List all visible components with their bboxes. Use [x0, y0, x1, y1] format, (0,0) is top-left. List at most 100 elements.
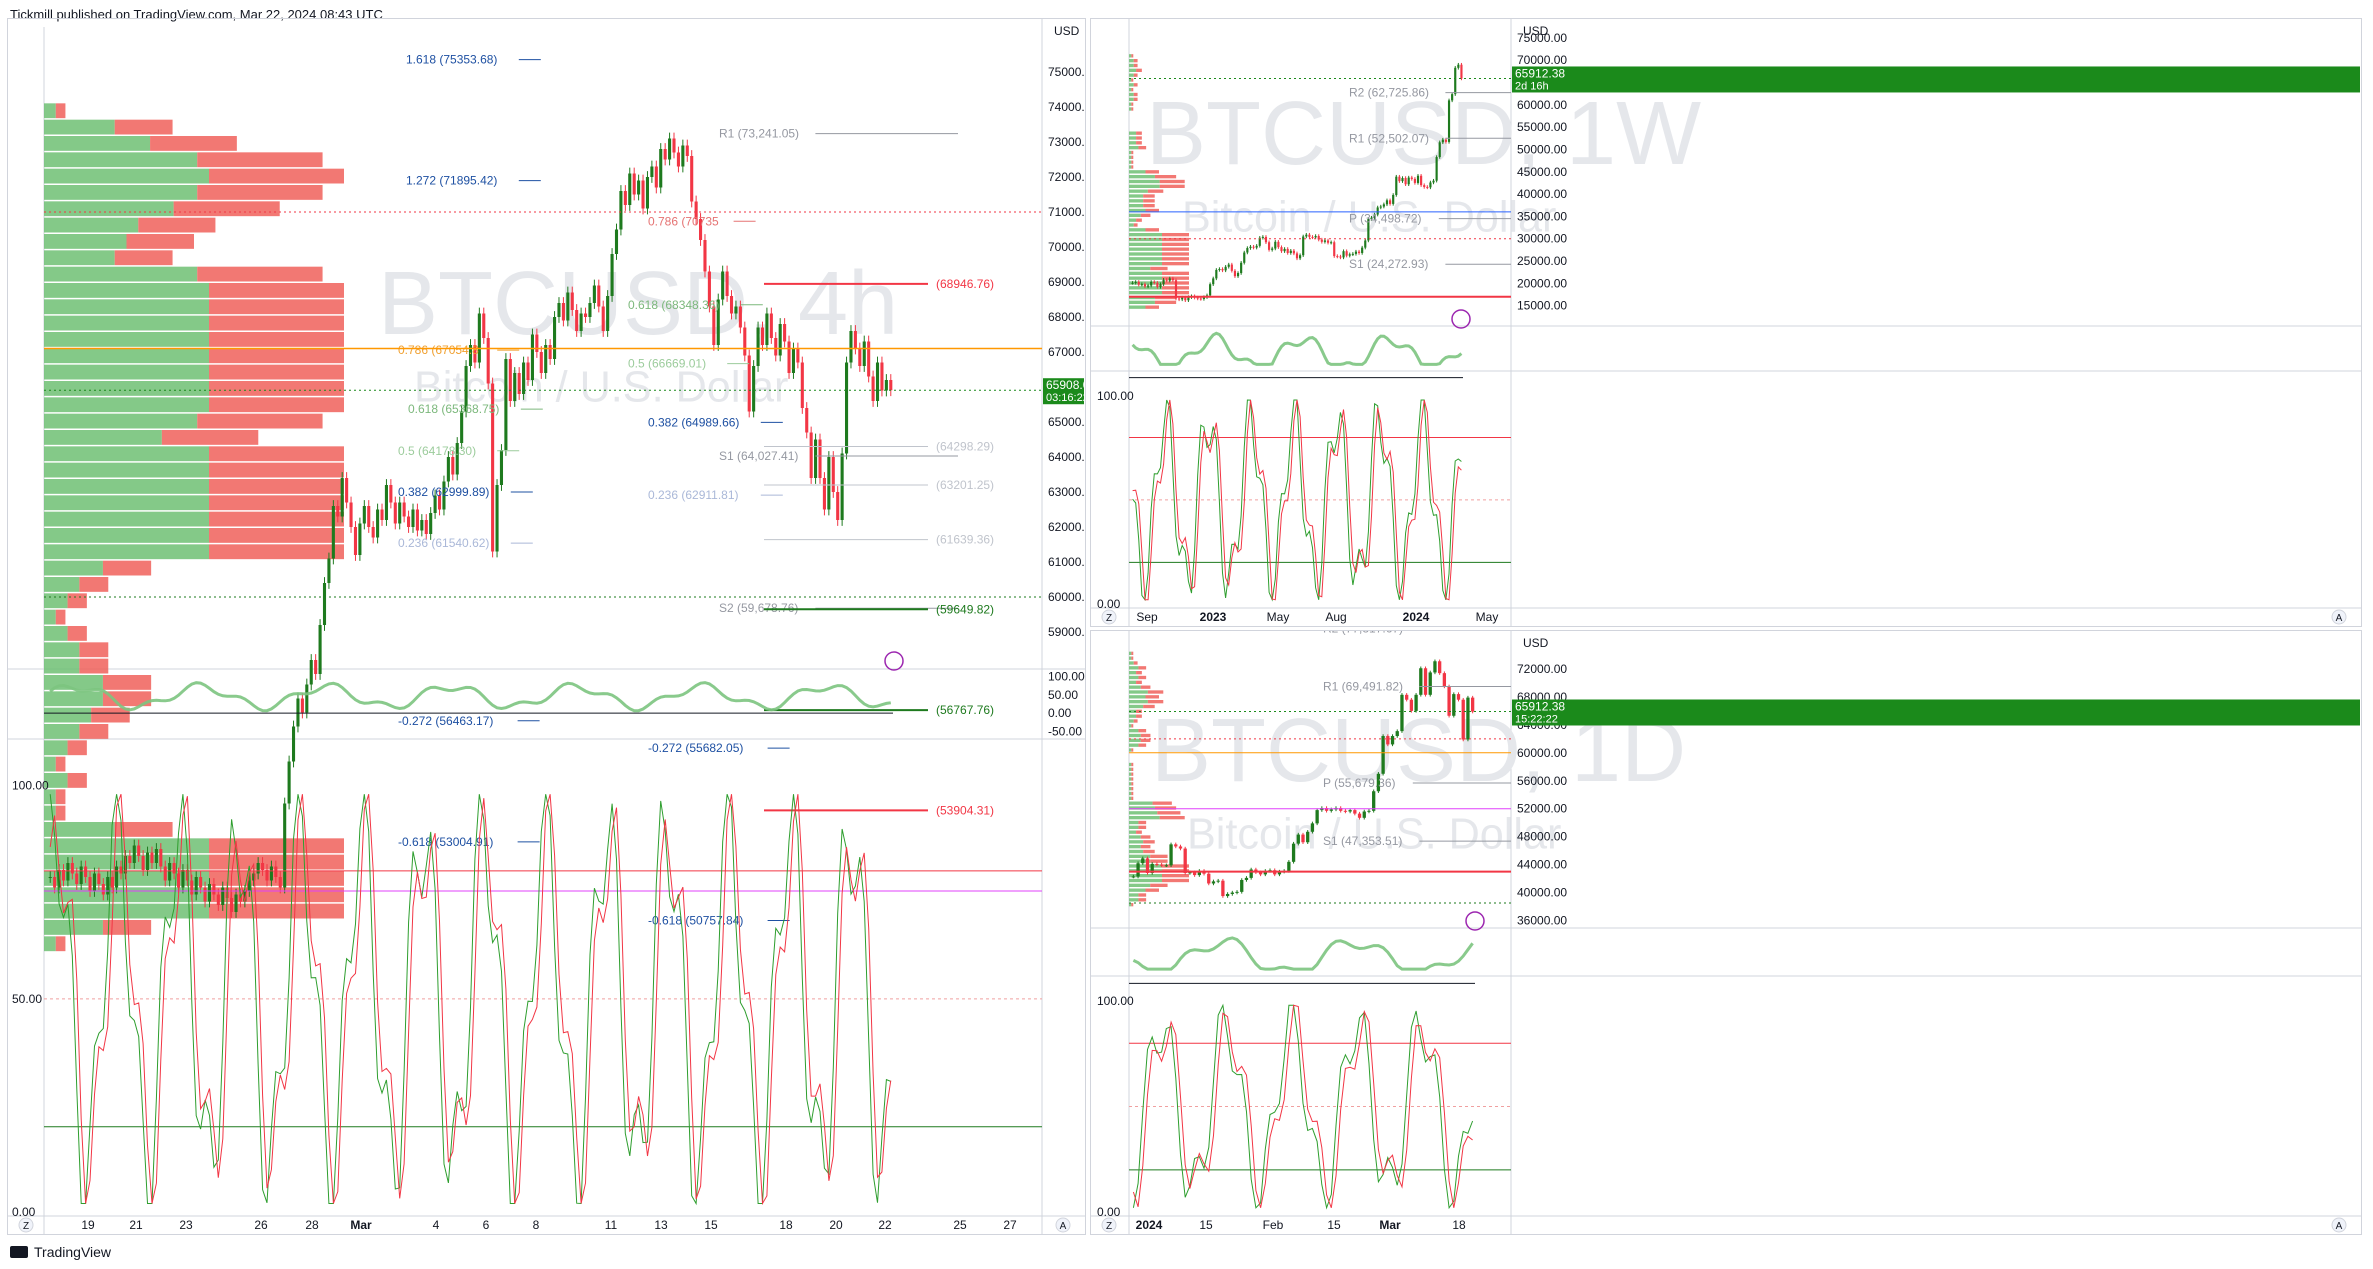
candle-body	[159, 849, 163, 867]
candle-body	[1264, 236, 1268, 243]
bar-countdown: 15:22:22	[1515, 713, 1558, 725]
volume-profile-bar-sell	[1131, 724, 1134, 728]
candle-body	[721, 271, 725, 300]
candle-body	[1271, 248, 1274, 250]
candle-body	[1429, 182, 1432, 188]
candle-body	[1227, 264, 1230, 267]
candle-body	[176, 873, 181, 888]
candle-body	[464, 366, 468, 412]
volume-profile-bar-buy	[1129, 903, 1132, 907]
volume-profile-bar-buy	[1129, 262, 1162, 266]
price-axis-tick: 68000.00	[1048, 310, 1085, 324]
volume-profile-bar-buy	[1129, 54, 1132, 58]
volume-profile-bar-buy	[1129, 782, 1132, 786]
candle-body	[814, 439, 818, 478]
volume-profile-bar-sell	[55, 609, 66, 625]
candle-body	[1367, 219, 1370, 241]
candle-body	[1433, 661, 1437, 673]
candle-body	[809, 432, 813, 478]
volume-profile-bar-buy	[1129, 859, 1151, 863]
volume-profile-bar-sell	[55, 789, 66, 805]
volume-profile-bar-sell	[1147, 189, 1164, 193]
candle-body	[212, 884, 216, 895]
candle-body	[1291, 843, 1296, 862]
time-axis-tick: 25	[953, 1218, 967, 1232]
price-axis-tick: 36000.00	[1517, 914, 1567, 928]
volume-profile-bar-buy	[1129, 305, 1146, 309]
candle-body	[482, 313, 486, 338]
volume-profile-bar-buy	[1129, 767, 1132, 771]
price-axis-tick: 60000.00	[1517, 746, 1567, 760]
candle-body	[1333, 242, 1336, 257]
candle-body	[1174, 280, 1178, 299]
volume-profile-bar-buy	[1129, 704, 1144, 709]
candle-body	[53, 877, 57, 888]
volume-profile-bar-buy	[44, 724, 80, 739]
candle-body	[1302, 236, 1305, 256]
candle-body	[1207, 873, 1211, 884]
zoom-button-label: Z	[23, 1221, 29, 1232]
candle-body	[376, 509, 380, 538]
volume-profile-bar-sell	[1136, 68, 1142, 72]
tradingview-footer[interactable]: TradingView	[10, 1244, 111, 1260]
candle-body	[97, 873, 101, 884]
candle-body	[853, 331, 857, 349]
stoch-d-line	[49, 794, 892, 1206]
pivot-label: R1 (73,241.05)	[719, 127, 799, 141]
volume-profile-bar-sell	[1145, 228, 1159, 232]
candle-body	[508, 359, 512, 401]
chart-panel-4h[interactable]: BTCUSD, 4h Bitcoin / U.S. Dollar 1.618 (75…	[7, 18, 1086, 1235]
candle-body	[172, 863, 176, 874]
price-axis-tick: 72000.00	[1048, 170, 1085, 184]
candle-body	[429, 513, 433, 534]
candle-body	[1454, 67, 1457, 95]
volume-profile-bar-sell	[1145, 695, 1159, 699]
candle-body	[389, 485, 393, 503]
volume-profile-bar-buy	[44, 152, 198, 168]
candle-body	[1174, 844, 1178, 847]
volume-profile-bar-buy	[1129, 300, 1155, 304]
candle-body	[181, 870, 185, 888]
candle-body	[889, 380, 893, 391]
volume-profile-bar-sell	[1162, 262, 1189, 266]
candle-body	[783, 324, 787, 342]
candle-body	[566, 292, 570, 321]
volume-profile-bar-sell	[79, 724, 109, 739]
time-axis-tick: 11	[605, 1218, 618, 1232]
candle-body	[1301, 834, 1305, 843]
candle-body	[1145, 858, 1150, 873]
volume-profile-bar-buy	[44, 185, 198, 200]
candle-body	[1409, 699, 1414, 711]
candle-body	[1447, 686, 1451, 716]
volume-profile-bar-buy	[1129, 165, 1132, 169]
candle-body	[1230, 892, 1234, 894]
candle-body	[707, 271, 711, 307]
candle-body	[349, 502, 353, 527]
volume-profile-bar-sell	[209, 495, 344, 511]
chart-4h-svg[interactable]: BTCUSD, 4h Bitcoin / U.S. Dollar 1.618 (75…	[8, 19, 1085, 1234]
candle-body	[672, 138, 676, 153]
pivot-label: R1 (52,502.07)	[1349, 131, 1429, 145]
volume-profile-bar-buy	[44, 544, 209, 560]
price-axis-tick: 55000.00	[1517, 120, 1567, 134]
price-axis-tick: 64000.00	[1048, 450, 1085, 464]
candle-body	[1218, 269, 1221, 271]
volume-profile-bar-sell	[197, 185, 323, 200]
fib-level-label: 0.236 (62911.81)	[648, 488, 739, 502]
volume-profile-bar-sell	[209, 332, 344, 347]
chart-panel-1w[interactable]: BTCUSD, 1W Bitcoin / U.S. Dollar R2 (62,72…	[1090, 18, 2362, 627]
time-axis-tick: Aug	[1325, 610, 1346, 624]
price-axis-tick: 52000.00	[1517, 802, 1567, 816]
candle-body	[1233, 270, 1237, 277]
candle-body	[314, 660, 318, 674]
candle-body	[269, 866, 273, 881]
candle-body	[712, 306, 716, 345]
candle-body	[66, 863, 70, 881]
volume-profile-bar-buy	[1129, 184, 1160, 188]
volume-profile-bar-sell	[102, 675, 152, 690]
candle-body	[827, 457, 831, 510]
volume-profile-bar-buy	[1129, 791, 1132, 796]
